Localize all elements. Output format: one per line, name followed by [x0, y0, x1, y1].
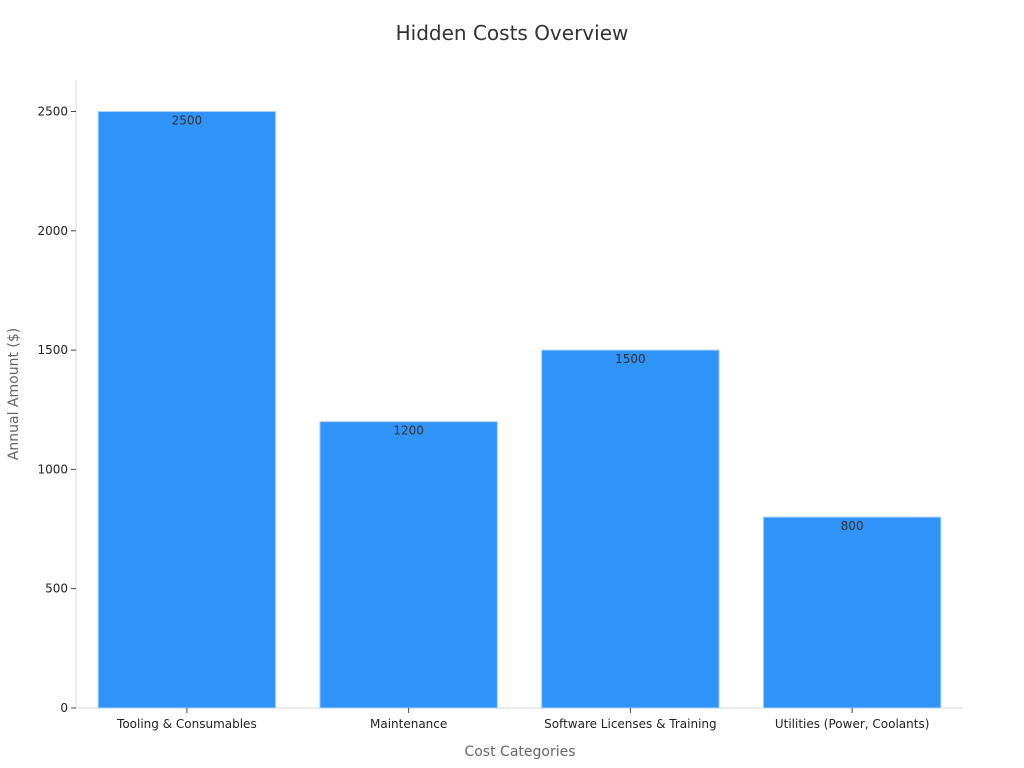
- bar: [762, 516, 942, 709]
- x-axis-ticks: Tooling & Consumables Maintenance Software…: [116, 708, 929, 731]
- y-tick-label: 1000: [37, 462, 68, 476]
- bars: [97, 110, 942, 709]
- data-labels: 2500 1200 1500 800: [172, 113, 864, 533]
- y-axis-ticks: 0 500 1000 1500 2000 2500: [37, 104, 76, 715]
- x-tick-label: Tooling & Consumables: [116, 717, 257, 731]
- x-tick-label: Utilities (Power, Coolants): [775, 717, 930, 731]
- x-tick-label: Maintenance: [370, 717, 447, 731]
- bar: [541, 349, 720, 709]
- y-axis-title: Annual Amount ($): [6, 328, 22, 460]
- y-tick-label: 2500: [37, 104, 68, 118]
- y-tick-label: 1500: [37, 343, 68, 357]
- x-tick-label: Software Licenses & Training: [544, 717, 717, 731]
- x-axis-title: Cost Categories: [464, 744, 575, 760]
- data-label: 1500: [615, 352, 646, 366]
- bar: [319, 421, 498, 709]
- chart-title: Hidden Costs Overview: [396, 21, 629, 45]
- y-tick-label: 0: [60, 701, 68, 715]
- bar: [97, 110, 277, 709]
- y-tick-label: 2000: [37, 224, 68, 238]
- y-tick-label: 500: [45, 582, 68, 596]
- data-label: 800: [841, 519, 864, 533]
- data-label: 2500: [172, 113, 203, 127]
- data-label: 1200: [393, 424, 424, 438]
